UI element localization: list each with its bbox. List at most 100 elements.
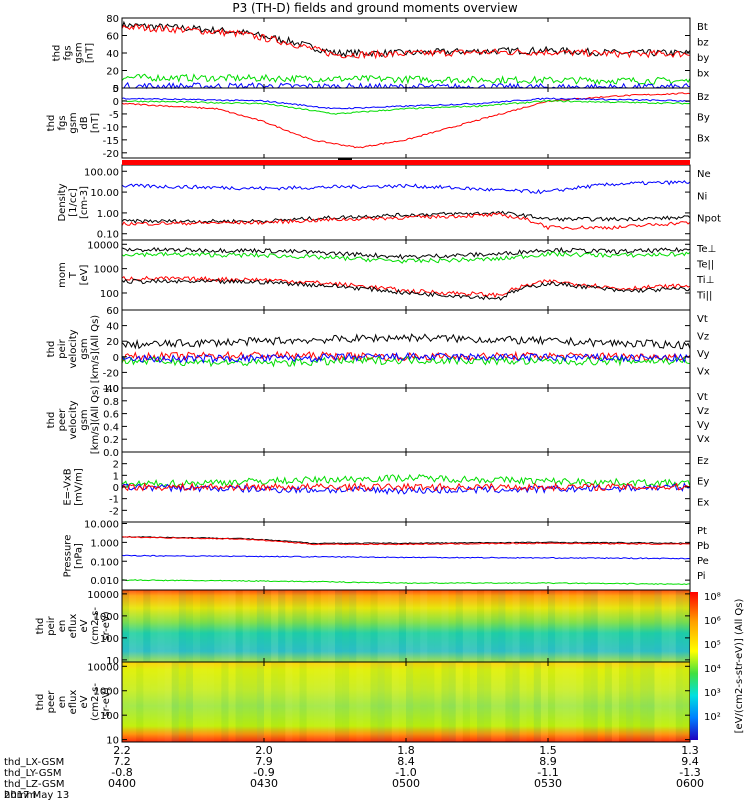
y-axis-label: [eV] — [79, 265, 90, 286]
y-tick-label: 0 — [113, 483, 119, 494]
y-tick-label: 0.010 — [90, 576, 119, 587]
series-line-Pb — [121, 536, 690, 546]
x-tick-label: -1.0 — [395, 766, 416, 779]
legend-entry: Ti⊥ — [696, 275, 714, 286]
y-axis-label: en — [57, 620, 68, 633]
y-tick-label: 5 — [113, 84, 119, 95]
series-line-Ey — [121, 473, 691, 489]
legend-entry: Vx — [697, 434, 710, 445]
x-tick-label: 1.3 — [681, 744, 699, 757]
x-axis-row-label: hhmm — [4, 790, 36, 800]
x-tick-label: 0500 — [392, 777, 420, 790]
series-line-Vx — [121, 351, 691, 364]
legend-entry: bx — [697, 69, 709, 80]
y-axis-label: fgs — [57, 115, 68, 130]
y-axis-label: thd — [35, 694, 46, 711]
panel-frame — [121, 451, 691, 523]
y-axis-label: T — [68, 271, 79, 279]
panel-frame — [121, 164, 691, 241]
y-tick-label: 10000 — [87, 590, 119, 601]
panel-7: 210-1-2 E=-VxB [mV/m] Ez Ey Ex — [63, 451, 709, 523]
y-tick-label: 20 — [106, 67, 119, 78]
y-tick-label: 10000 — [87, 662, 119, 673]
x-tick-label: 0530 — [534, 777, 562, 790]
y-tick-label: 40 — [106, 322, 119, 333]
y-axis-label: en — [57, 696, 68, 709]
y-tick-label: 0 — [113, 84, 119, 95]
y-axis-label: velocity — [68, 329, 79, 368]
y-axis-label: gsm — [79, 338, 90, 359]
y-axis-label: (cm2-s- — [90, 607, 101, 645]
legend-entry: by — [697, 53, 709, 64]
legend-entry: Bx — [697, 133, 710, 144]
y-axis-label: sr-eV) — [101, 611, 112, 640]
legend-entry: Npot — [697, 214, 721, 225]
x-tick-label: -0.9 — [253, 766, 274, 779]
y-tick-label: 0 — [113, 97, 119, 108]
series-line-Te⊥ — [121, 278, 691, 301]
y-axis-label: Pressure — [63, 535, 74, 578]
y-axis-label: thd — [46, 341, 57, 358]
panel-6: 1.0 0.8 0.60.4 0.2 0.0 thd peer velocity gsm [km/… — [46, 384, 710, 459]
y-tick-label: 0.100 — [90, 557, 119, 568]
y-axis-label: [nT] — [90, 113, 101, 133]
y-axis-label: thd — [46, 115, 57, 132]
y-tick-label: 100.00 — [84, 167, 119, 178]
y-tick-label: 1.000 — [90, 538, 119, 549]
legend-entry: Ey — [697, 477, 709, 488]
legend-entry: Vy — [697, 420, 710, 431]
y-tick-label: 1000 — [94, 687, 119, 698]
y-axis-label: thd — [52, 45, 63, 62]
colorbar-tick-label: 10⁵ — [704, 640, 721, 651]
y-tick-label: 60 — [106, 306, 119, 317]
series-line-Bz — [121, 92, 691, 149]
y-axis-label: [nT] — [85, 43, 96, 63]
panel-10: 10000 1000 100 10 thd peer en eflux eV (cm2-s-sr-… — [35, 661, 691, 747]
colorbar — [690, 592, 698, 740]
y-axis-label: (cm2-s- — [90, 683, 101, 721]
y-axis-label: [1/cc] — [68, 188, 79, 217]
y-axis-label: eV — [79, 619, 90, 632]
colorbar-tick-label: 10³ — [704, 688, 721, 699]
y-tick-label: 0 — [113, 353, 119, 364]
spectrogram — [122, 590, 690, 662]
y-axis-label: [mV/m] — [74, 468, 85, 506]
y-axis-label: velocity — [68, 400, 79, 439]
legend-entry: Vy — [697, 349, 710, 360]
y-tick-label: 0.10 — [97, 230, 119, 241]
y-axis-label: peir — [57, 338, 68, 358]
y-axis-label: mom — [57, 262, 68, 288]
series-line-Npot — [121, 180, 691, 195]
y-tick-label: 60 — [106, 32, 119, 43]
legend-entry: Bt — [697, 22, 708, 33]
y-tick-label: 100 — [100, 289, 119, 300]
series-line-Te|| — [121, 246, 691, 260]
y-tick-label: 0.2 — [103, 435, 119, 446]
legend-entry: Vz — [697, 332, 709, 343]
spectrogram — [122, 662, 690, 742]
series-line-Vt — [121, 333, 691, 350]
legend-entry: Pt — [697, 526, 707, 537]
y-axis-label: thd — [35, 618, 46, 635]
legend-entry: Vt — [697, 392, 708, 403]
series-line-Ni — [121, 210, 691, 224]
x-tick-label: 2.2 — [113, 744, 131, 757]
legend-entry: Vx — [697, 367, 710, 378]
y-axis-label: thd — [46, 412, 57, 429]
y-tick-label: 0.4 — [103, 422, 119, 433]
y-axis-label: sr-eV) — [101, 687, 112, 716]
y-axis-label: gsm — [79, 409, 90, 430]
y-tick-label: 40 — [106, 49, 119, 60]
flag-mark — [338, 158, 352, 160]
y-tick-label: 1000 — [94, 612, 119, 623]
y-tick-label: -20 — [103, 149, 119, 160]
y-axis-label: dB — [79, 116, 90, 129]
colorbar-tick-label: 10² — [704, 712, 721, 723]
chart-title: P3 (TH-D) fields and ground moments over… — [232, 1, 517, 15]
legend-entry: Vz — [697, 406, 709, 417]
panel-frame — [121, 387, 691, 453]
panel-3: 100.00 10.00 1.00 0.10 Density [1/cc] [cm-3] Ne… — [57, 164, 721, 241]
y-axis-label: eflux — [68, 690, 79, 715]
series-line-bz — [121, 23, 691, 60]
